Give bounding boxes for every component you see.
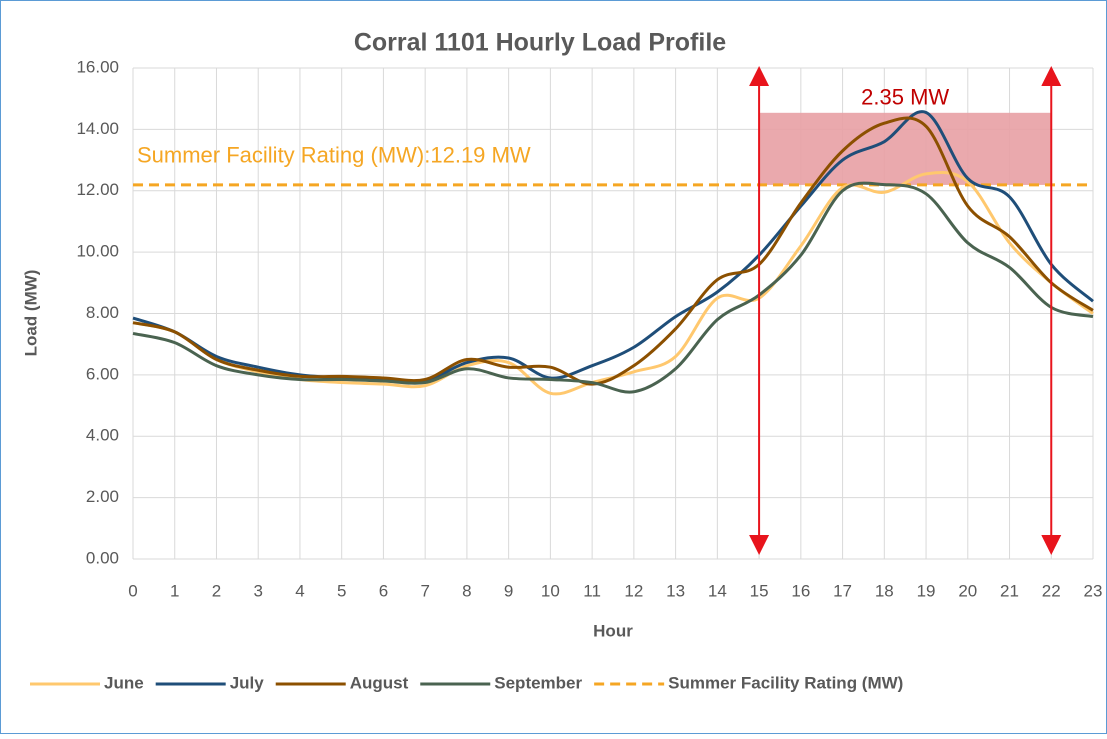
x-tick-label: 2	[212, 581, 221, 600]
chart-title: Corral 1101 Hourly Load Profile	[354, 29, 726, 57]
y-tick-label: 8.00	[86, 303, 119, 322]
x-tick-label: 17	[833, 581, 852, 600]
x-tick-label: 10	[541, 581, 560, 600]
y-tick-label: 6.00	[86, 364, 119, 383]
series-line	[132, 181, 1094, 394]
x-tick-label: 3	[253, 581, 262, 600]
x-tick-label: 6	[379, 581, 388, 600]
x-tick-label: 19	[917, 581, 936, 600]
y-tick-label: 0.00	[86, 548, 119, 567]
x-tick-label: 14	[708, 581, 727, 600]
legend-label: August	[350, 673, 409, 692]
x-tick-label: 12	[624, 581, 643, 600]
x-tick-label: 20	[958, 581, 977, 600]
y-tick-label: 14.00	[76, 119, 119, 138]
y-tick-label: 4.00	[86, 426, 119, 445]
x-tick-label: 0	[128, 581, 137, 600]
reference-label: Summer Facility Rating (MW):12.19 MW	[137, 143, 531, 168]
y-tick-label: 12.00	[76, 180, 119, 199]
series-line	[132, 116, 1094, 386]
x-tick-label: 23	[1084, 581, 1103, 600]
x-tick-label: 11	[583, 581, 601, 600]
legend-label: June	[104, 673, 144, 692]
x-tick-label: 5	[337, 581, 346, 600]
y-axis-label: Load (MW)	[21, 270, 40, 357]
x-axis-label: Hour	[593, 621, 633, 640]
x-tick-label: 22	[1042, 581, 1061, 600]
x-tick-label: 18	[875, 581, 894, 600]
y-tick-label: 2.00	[86, 487, 119, 506]
legend-label: Summer Facility Rating (MW)	[668, 673, 903, 692]
x-tick-label: 13	[666, 581, 685, 600]
series-line	[132, 110, 1094, 384]
exceedance-label: 2.35 MW	[861, 85, 949, 110]
legend-label: September	[494, 673, 582, 692]
x-tick-label: 7	[420, 581, 429, 600]
y-tick-label: 16.00	[76, 57, 119, 76]
x-tick-label: 8	[462, 581, 471, 600]
x-tick-label: 9	[504, 581, 513, 600]
x-tick-label: 21	[1000, 581, 1019, 600]
y-tick-label: 10.00	[76, 242, 119, 261]
exceedance-band	[759, 112, 1052, 185]
x-tick-label: 15	[750, 581, 769, 600]
x-tick-label: 1	[170, 581, 179, 600]
x-tick-label: 4	[295, 581, 304, 600]
x-tick-label: 16	[791, 581, 810, 600]
legend-label: July	[230, 673, 265, 692]
